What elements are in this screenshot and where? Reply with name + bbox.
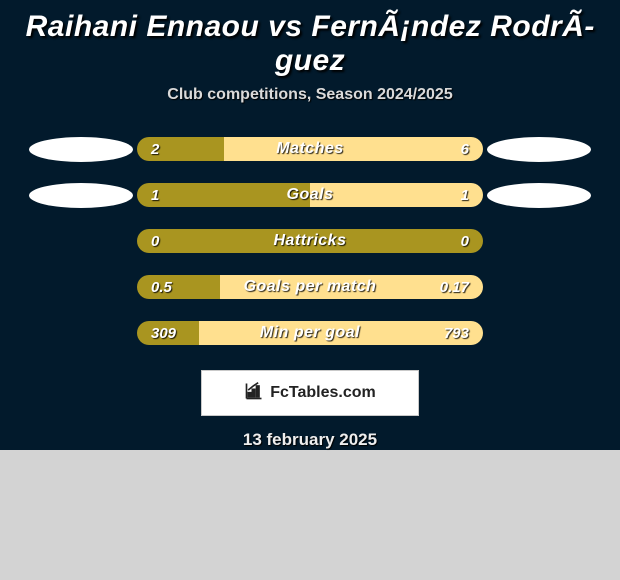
comparison-card: Raihani Ennaou vs FernÃ¡ndez RodrÃ­guez … — [0, 0, 620, 450]
stat-bar: 26Matches — [137, 137, 483, 161]
brand-badge: FcTables.com — [201, 370, 419, 416]
left-pill-slot — [25, 137, 137, 162]
left-pill — [29, 183, 133, 208]
stat-label: Goals — [137, 183, 483, 207]
page-subtitle: Club competitions, Season 2024/2025 — [0, 78, 620, 104]
stat-label: Hattricks — [137, 229, 483, 253]
left-pill — [29, 137, 133, 162]
right-pill — [487, 137, 591, 162]
stat-rows: 26Matches 11Goals 00Hattricks 0.50.17Goals … — [0, 104, 620, 356]
stat-bar: 11Goals — [137, 183, 483, 207]
stat-bar: 00Hattricks — [137, 229, 483, 253]
brand-text: FcTables.com — [270, 384, 376, 402]
right-pill — [487, 183, 591, 208]
stat-bar: 309793Min per goal — [137, 321, 483, 345]
stat-bar: 0.50.17Goals per match — [137, 275, 483, 299]
right-pill-slot — [483, 183, 595, 208]
brand-chart-icon — [244, 381, 264, 406]
stat-row: 11Goals — [0, 172, 620, 218]
page-title: Raihani Ennaou vs FernÃ¡ndez RodrÃ­guez — [0, 0, 620, 78]
footer-date: 13 february 2025 — [0, 416, 620, 450]
stat-label: Min per goal — [137, 321, 483, 345]
stat-row: 309793Min per goal — [0, 310, 620, 356]
right-pill-slot — [483, 137, 595, 162]
stat-label: Goals per match — [137, 275, 483, 299]
stat-row: 26Matches — [0, 126, 620, 172]
stat-label: Matches — [137, 137, 483, 161]
left-pill-slot — [25, 183, 137, 208]
stat-row: 00Hattricks — [0, 218, 620, 264]
stat-row: 0.50.17Goals per match — [0, 264, 620, 310]
